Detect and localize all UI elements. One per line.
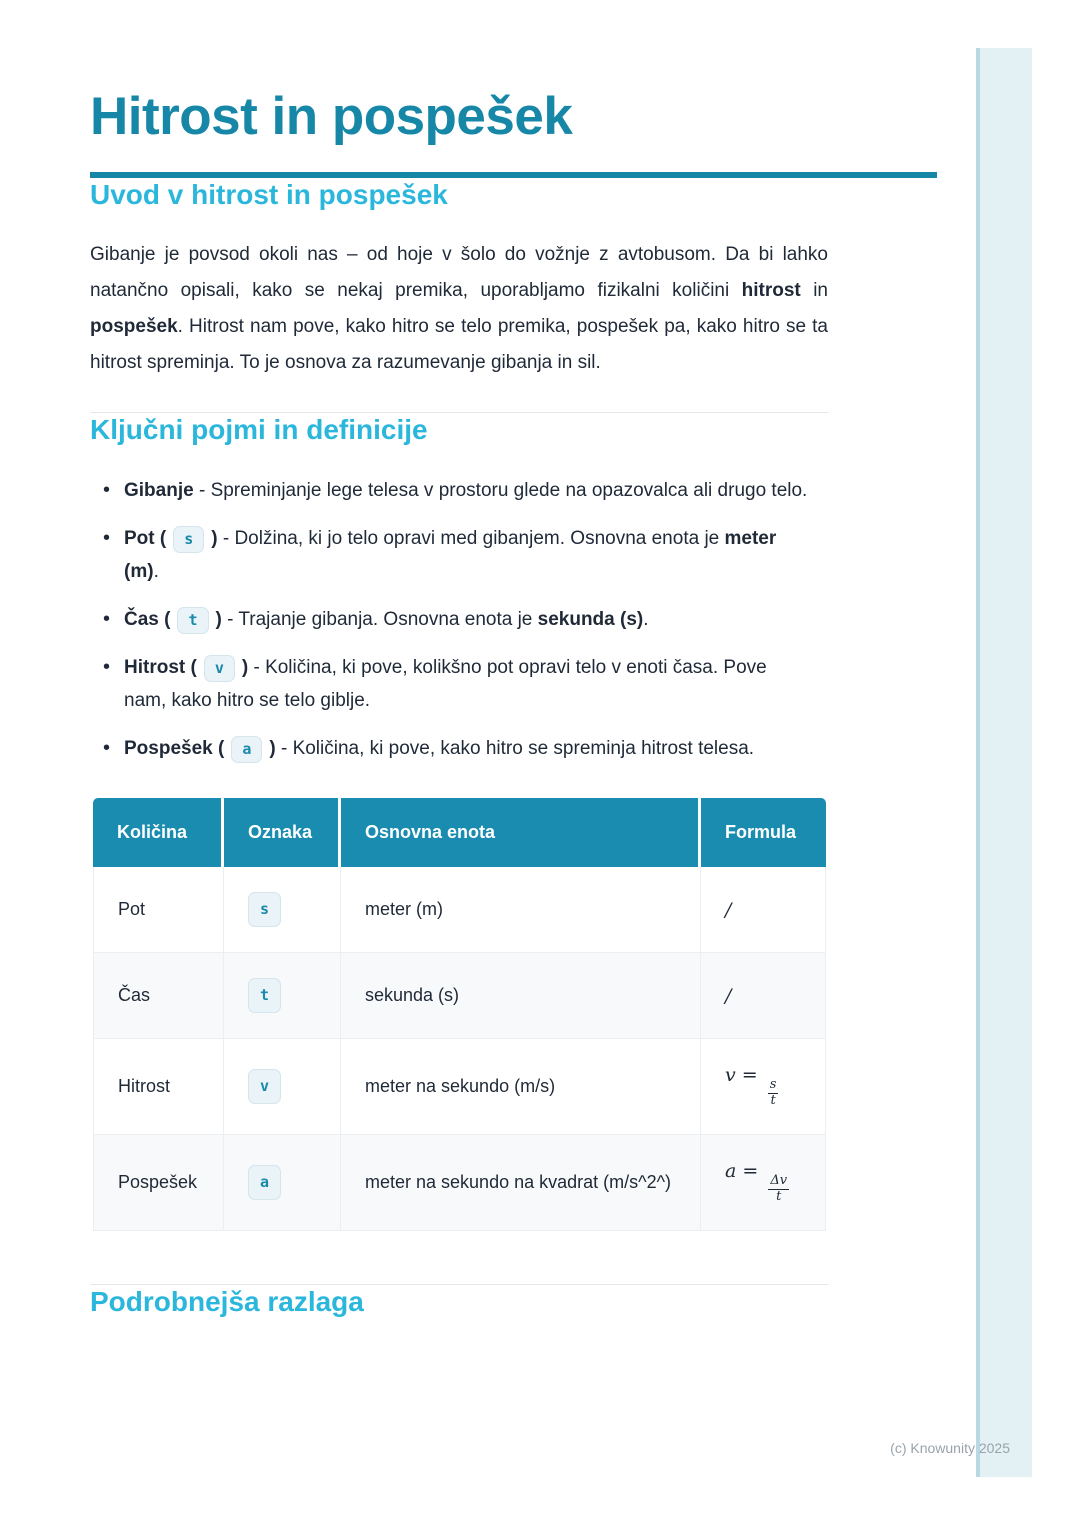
bold-text: ) xyxy=(215,609,222,630)
text: - Trajanje gibanja. Osnovna enota je xyxy=(221,609,538,630)
formula-cell: / xyxy=(701,867,826,953)
bold-text: Hitrost ( xyxy=(124,657,197,678)
symbol-badge: v xyxy=(248,1068,282,1104)
text: . xyxy=(643,609,649,630)
symbol-cell: s xyxy=(224,867,341,953)
symbol-cell: t xyxy=(224,953,341,1039)
document-page: Hitrost in pospešek Uvod v hitrost in po… xyxy=(0,0,937,1319)
symbol-cell: v xyxy=(224,1039,341,1135)
table-row: Pot s meter (m) / xyxy=(93,867,826,953)
symbol-badge: s xyxy=(173,526,205,553)
bold-text: ) xyxy=(269,738,276,759)
table-header-row: Količina Oznaka Osnovna enota Formula xyxy=(93,798,826,867)
bold-text: hitrost xyxy=(741,280,801,301)
text: in xyxy=(800,280,828,301)
bold-text: ) xyxy=(211,528,218,549)
concept-list-item: Pospešek ( a) - Količina, ki pove, kako h… xyxy=(90,732,814,765)
unit-cell: meter na sekundo na kvadrat (m/s^2^) xyxy=(341,1134,701,1231)
bold-text: meter (m) xyxy=(124,528,777,582)
intro-paragraph: Gibanje je povsod okoli nas – od hoje v … xyxy=(90,237,828,381)
section-divider-2 xyxy=(90,1283,828,1285)
bold-text: Čas ( xyxy=(124,609,171,630)
next-section-heading: Podrobnejša razlaga xyxy=(90,1285,364,1317)
concept-list-item: Hitrost ( v) - Količina, ki pove, kolikšn… xyxy=(90,651,814,717)
side-accent-strip xyxy=(976,48,1032,1477)
section-divider-1 xyxy=(90,412,828,413)
bold-text: sekunda (s) xyxy=(537,609,644,630)
symbol-badge: a xyxy=(248,1164,282,1200)
formula: / xyxy=(725,984,732,1007)
symbol-badge: v xyxy=(203,655,235,682)
symbol-badge: s xyxy=(248,892,282,927)
concepts-section-heading: Ključni pojmi in definicije xyxy=(90,414,428,445)
fraction: Δv t xyxy=(768,1172,790,1204)
symbol-badge: t xyxy=(177,607,209,634)
text: - Količina, ki pove, kako hitro se sprem… xyxy=(275,738,755,759)
text: . xyxy=(153,561,159,582)
table-header-cell: Osnovna enota xyxy=(341,798,701,867)
table-header-cell: Formula xyxy=(701,798,826,867)
bold-text: Gibanje xyxy=(124,480,194,501)
formula: / xyxy=(725,898,732,921)
concept-list-item: Čas ( t) - Trajanje gibanja. Osnovna enot… xyxy=(90,603,814,636)
symbol-badge: t xyxy=(248,978,282,1013)
unit-cell: meter (m) xyxy=(341,867,701,953)
formula-cell: / xyxy=(701,953,826,1039)
bold-text: Pot ( xyxy=(124,528,167,549)
concept-list-item: Pot ( s) - Dolžina, ki jo telo opravi med… xyxy=(90,522,814,588)
table-row: Pospešek a meter na sekundo na kvadrat (m/… xyxy=(93,1134,826,1231)
table-row: Čas t sekunda (s) / xyxy=(93,953,826,1039)
copyright-note: (c) Knowunity 2025 xyxy=(890,1440,1010,1456)
bold-text: pospešek xyxy=(90,316,178,337)
quantity-cell: Hitrost xyxy=(93,1039,224,1135)
concept-list: Gibanje - Spreminjanje lege telesa v pro… xyxy=(90,474,814,765)
formula-cell: a = Δv t xyxy=(701,1134,826,1231)
page-title: Hitrost in pospešek xyxy=(90,87,573,146)
text: - Količina, ki pove, kolikšno pot opravi… xyxy=(124,657,767,711)
bold-text: Pospešek ( xyxy=(124,738,225,759)
unit-cell: sekunda (s) xyxy=(341,953,701,1039)
symbol-cell: a xyxy=(224,1134,341,1231)
concept-list-item: Gibanje - Spreminjanje lege telesa v pro… xyxy=(90,474,814,507)
text: Gibanje je povsod okoli nas – od hoje v … xyxy=(90,244,828,301)
quantity-cell: Pot xyxy=(93,867,224,953)
title-rule xyxy=(90,172,937,178)
quantities-table: Količina Oznaka Osnovna enota Formula Pot s m… xyxy=(93,798,826,1231)
unit-cell: meter na sekundo (m/s) xyxy=(341,1039,701,1135)
symbol-badge: a xyxy=(231,736,263,763)
bold-text: ) xyxy=(241,657,249,678)
text: - Dolžina, ki jo telo opravi med gibanje… xyxy=(217,528,725,549)
quantity-cell: Pospešek xyxy=(93,1134,224,1231)
quantity-cell: Čas xyxy=(93,953,224,1039)
text: - Spreminjanje lege telesa v prostoru gl… xyxy=(193,480,808,501)
table-header-cell: Količina xyxy=(93,798,224,867)
intro-section-heading: Uvod v hitrost in pospešek xyxy=(90,179,448,210)
text: . Hitrost nam pove, kako hitro se telo p… xyxy=(90,316,828,373)
table-header-cell: Oznaka xyxy=(224,798,341,867)
formula: a = Δv t xyxy=(725,1159,790,1204)
